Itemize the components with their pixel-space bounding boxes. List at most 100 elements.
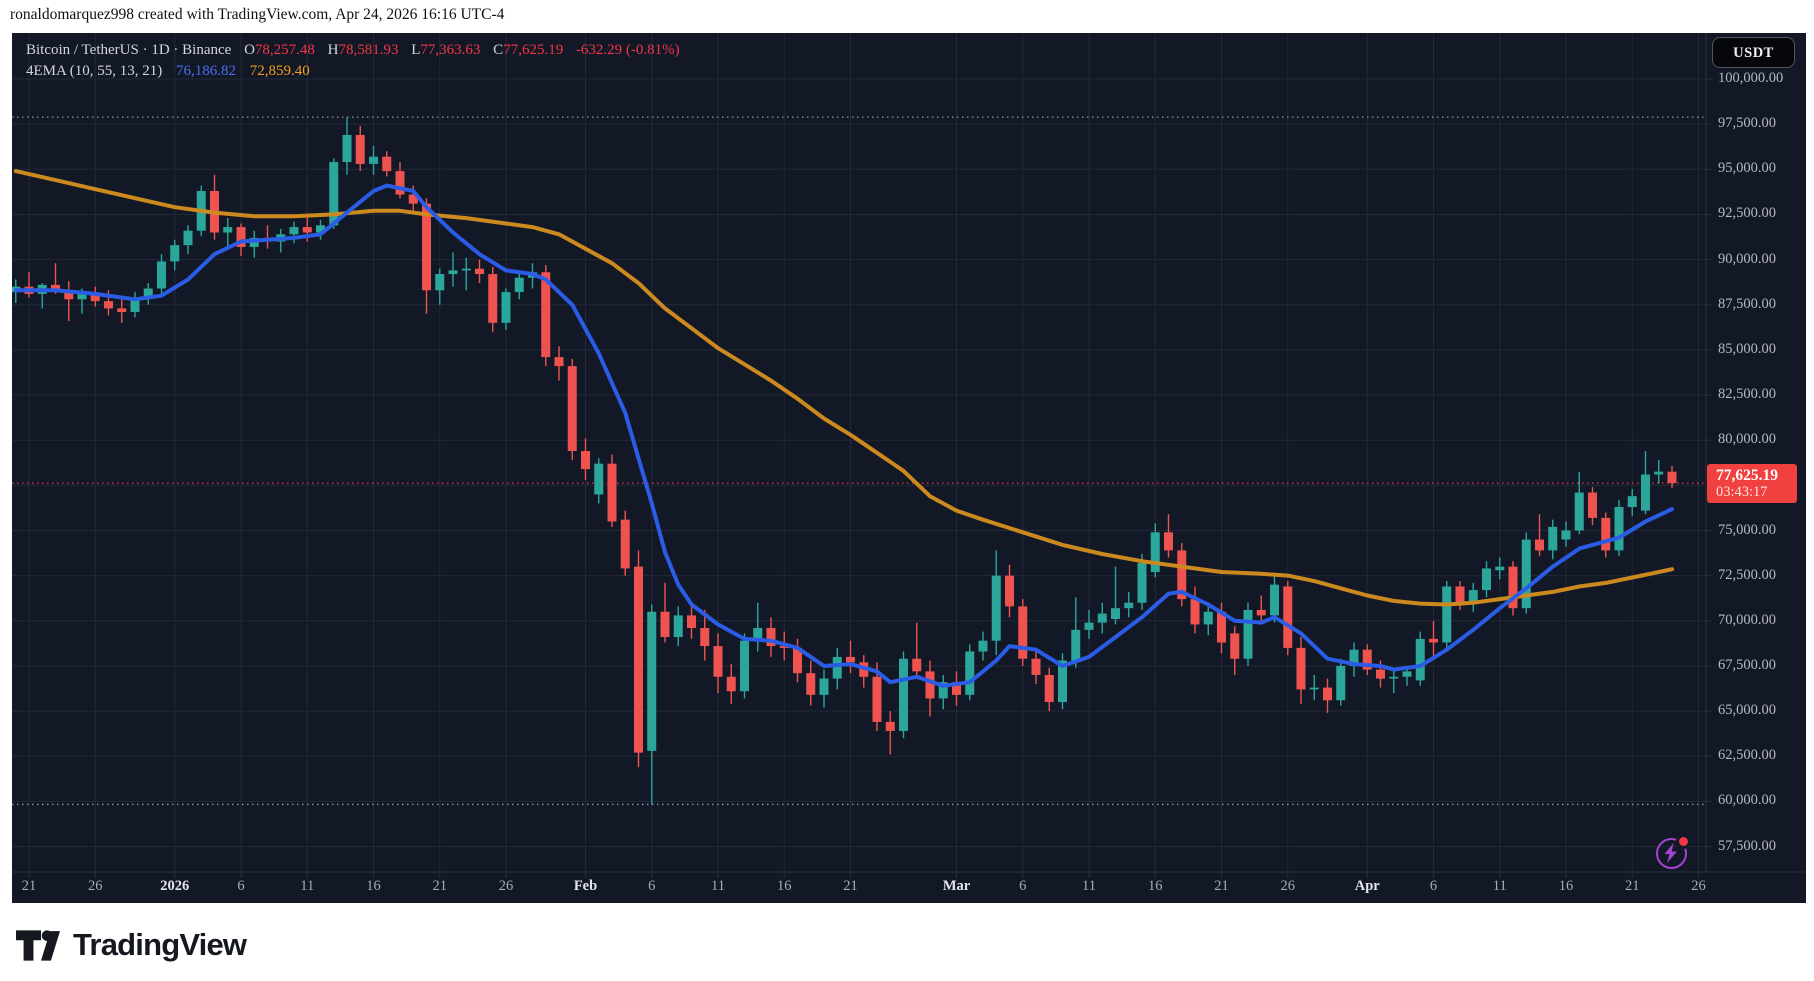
candle-body <box>567 366 577 452</box>
time-axis-label: 16 <box>366 878 381 894</box>
candle-body <box>952 682 961 695</box>
chart-canvas[interactable] <box>12 33 1806 903</box>
chart-legend: Bitcoin / TetherUS · 1D · Binance O78,25… <box>26 40 680 82</box>
price-axis-label: 72,500.00 <box>1718 566 1776 583</box>
price-axis-label: 92,500.00 <box>1718 205 1776 222</box>
ohlc-open-label: O78,257.48 <box>244 42 315 58</box>
price-axis-label: 95,000.00 <box>1718 160 1776 177</box>
time-axis-label: 21 <box>1214 878 1229 894</box>
candle-body <box>740 640 749 692</box>
chart-panel: Bitcoin / TetherUS · 1D · Binance O78,25… <box>12 33 1806 903</box>
candle-body <box>514 277 524 293</box>
ohlc-close-label: C77,625.19 <box>493 42 564 58</box>
time-axis-label: 11 <box>1492 878 1507 894</box>
time-axis-label: Feb <box>573 878 598 894</box>
candle-body <box>594 463 604 495</box>
price-axis-label: 75,000.00 <box>1718 521 1776 538</box>
candle-body <box>422 203 431 291</box>
candle-body <box>1654 471 1664 475</box>
candle-body <box>1323 687 1332 701</box>
time-axis-label: 26 <box>498 878 514 894</box>
symbol-title: Bitcoin / TetherUS · 1D · Binance <box>26 42 232 58</box>
candle-body <box>395 171 405 195</box>
candle-body <box>289 227 299 235</box>
candle-body <box>819 678 829 695</box>
candle-body <box>143 288 153 298</box>
ohlc-high-value: 78,581.93 <box>338 42 399 58</box>
candle-body <box>660 611 670 638</box>
candle-body <box>104 301 113 309</box>
candle-body <box>302 227 312 233</box>
candle-body <box>117 308 127 312</box>
candle-body <box>687 615 696 629</box>
price-axis-label: 100,000.00 <box>1718 70 1784 86</box>
candle-body <box>1270 584 1279 616</box>
candle-body <box>501 292 511 323</box>
candle-body <box>1283 586 1293 648</box>
price-axis-label: 82,500.00 <box>1718 386 1776 403</box>
candle-body <box>554 357 564 367</box>
candle-body <box>488 274 498 323</box>
candle-body <box>1429 638 1438 643</box>
candle-body <box>634 566 643 753</box>
candle-body <box>1071 629 1081 661</box>
candle-body <box>541 272 551 358</box>
price-axis-label: 67,500.00 <box>1718 656 1776 673</box>
candle-body <box>1296 647 1306 690</box>
candle-body <box>329 162 339 226</box>
candle-body <box>1005 575 1014 607</box>
flash-button[interactable] <box>1656 834 1691 869</box>
tradingview-logo[interactable]: TradingView <box>16 927 247 963</box>
candle-body <box>1177 550 1187 600</box>
candle-body <box>607 463 617 522</box>
candle-body <box>1482 568 1491 591</box>
candle-body <box>1137 563 1147 603</box>
legend-indicator-row[interactable]: 4EMA (10, 55, 13, 21) 76,186.82 72,859.4… <box>26 61 680 82</box>
time-axis-label: 6 <box>1429 878 1438 894</box>
time-axis[interactable]: 21 26 2026 6 11 16 21 26 Feb 6 11 16 21 Mar 6 11 16 21 26 A… <box>12 872 1806 903</box>
candle-body <box>1190 599 1200 625</box>
footer: TradingView <box>0 903 1814 981</box>
candle-body <box>1349 649 1359 666</box>
candle-body <box>1124 602 1134 609</box>
candle-body <box>872 676 882 722</box>
candle-body <box>183 230 193 246</box>
candle-body <box>1230 633 1240 659</box>
candle-body <box>170 245 180 262</box>
candle-body <box>713 646 723 677</box>
candle-body <box>793 647 802 674</box>
candle-body <box>1362 649 1372 670</box>
ohlc-low-value: 77,363.63 <box>420 42 481 58</box>
time-axis-label: 21 <box>21 878 37 894</box>
candle-body <box>1468 590 1478 603</box>
candle-body <box>806 673 816 695</box>
candle-body <box>90 293 100 302</box>
currency-toggle-button[interactable]: USDT <box>1712 37 1795 68</box>
candle-body <box>912 658 922 672</box>
price-axis-label: 57,500.00 <box>1718 837 1776 854</box>
candle-body <box>1574 492 1584 531</box>
time-axis-label: 21 <box>432 878 448 894</box>
ema-fast-value: 76,186.82 <box>176 63 236 79</box>
price-axis-label: 65,000.00 <box>1718 702 1776 719</box>
candle-body <box>475 268 484 275</box>
candle-body <box>581 451 590 470</box>
time-axis-label: 16 <box>777 878 792 894</box>
candle-body <box>700 628 710 647</box>
tradingview-glyph-icon <box>16 929 60 961</box>
candle-body <box>647 611 657 751</box>
price-axis[interactable]: 100,000.00 97,500.00 95,000.00 92,500.00 90,… <box>1706 33 1806 872</box>
change-value: -632.29 (-0.81%) <box>575 42 680 58</box>
time-axis-label: Mar <box>942 878 971 894</box>
candle-body <box>1084 622 1094 630</box>
candle-body <box>77 293 87 300</box>
price-axis-label: 85,000.00 <box>1718 340 1776 357</box>
time-axis-label: 26 <box>88 878 103 894</box>
candle-body <box>1256 609 1266 616</box>
candle-body <box>1641 474 1650 511</box>
candle-body <box>899 658 908 731</box>
legend-symbol-row[interactable]: Bitcoin / TetherUS · 1D · Binance O78,25… <box>26 40 680 61</box>
candle-body <box>1164 532 1173 551</box>
candle-body <box>1097 613 1107 623</box>
attribution-text: ronaldomarquez998 created with TradingVi… <box>10 6 505 23</box>
